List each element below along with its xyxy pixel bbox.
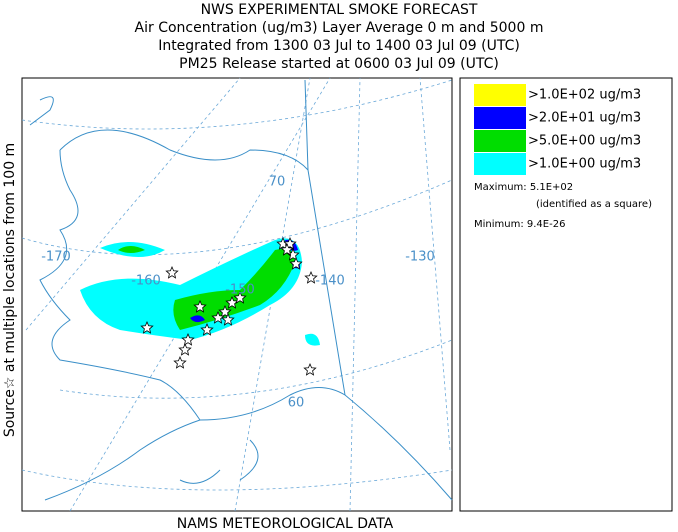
legend: >1.0E+02 ug/m3 >2.0E+01 ug/m3 >5.0E+00 ug/… [474,84,641,175]
title-block: NWS EXPERIMENTAL SMOKE FORECAST Air Conce… [135,2,544,72]
source-star [225,295,239,309]
title: NWS EXPERIMENTAL SMOKE FORECAST [201,2,478,18]
legend-frame [459,77,673,512]
graticule-label: -160 [131,274,161,289]
legend-label: >1.0E+00 ug/m3 [528,157,641,172]
legend-label: >5.0E+00 ug/m3 [528,134,641,149]
source-star [221,312,235,326]
subtitle: Integrated from 1300 03 Jul to 1400 03 J… [158,38,520,54]
graticule-label: -130 [405,250,435,265]
smoke-cyan [80,238,302,340]
source-star [181,332,195,346]
graticule-label: 70 [269,175,286,190]
graticule-label: -140 [315,274,345,289]
map-frame [21,77,453,512]
subtitle: PM25 Release started at 0600 03 Jul 09 (… [179,56,499,72]
source-star [289,256,303,270]
maximum-note: (identified as a square) [536,199,652,210]
source-star [303,362,317,376]
smoke-cyan [100,241,320,346]
graticule-label: 60 [288,396,305,411]
map [21,77,453,512]
source-star [178,342,192,356]
legend-label: >2.0E+01 ug/m3 [528,111,641,126]
graticule-labels: -170 -160 -150 -140 -130 70 60 [41,175,435,411]
source-star [173,355,187,369]
legend-label: >1.0E+02 ug/m3 [528,88,641,103]
source-label: Source☆ at multiple locations from 100 m [2,143,18,437]
source-star [140,320,154,334]
smoke-green [118,246,295,330]
graticule-label: -170 [41,250,71,265]
legend-swatch [474,107,526,129]
footer: NAMS METEOROLOGICAL DATA [177,516,394,532]
maximum: Maximum: 5.1E+02 [474,182,573,193]
source-star [165,265,179,279]
subtitle: Air Concentration (ug/m3) Layer Average … [135,20,544,36]
legend-swatch [474,153,526,175]
source-star [200,322,214,336]
source-star [304,270,318,284]
legend-swatch [474,130,526,152]
minimum: Minimum: 9.4E-26 [474,219,565,230]
graticule-label: -150 [225,283,255,298]
source-star [211,310,225,324]
source-star [280,242,294,256]
legend-swatch [474,84,526,106]
source-star [233,290,247,304]
source-star [193,299,207,313]
